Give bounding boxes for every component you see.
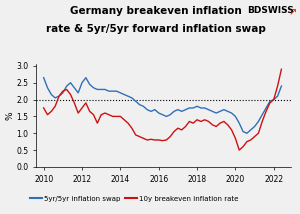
- Text: Germany breakeven inflation: Germany breakeven inflation: [70, 6, 242, 16]
- Text: BDSWISS: BDSWISS: [247, 6, 294, 15]
- Legend: 5yr/5yr inflation swap, 10y breakeven inflation rate: 5yr/5yr inflation swap, 10y breakeven in…: [27, 193, 242, 205]
- Text: rate & 5yr/5yr forward inflation swap: rate & 5yr/5yr forward inflation swap: [46, 24, 266, 34]
- Text: ↗: ↗: [289, 7, 297, 18]
- Y-axis label: %: %: [6, 111, 15, 120]
